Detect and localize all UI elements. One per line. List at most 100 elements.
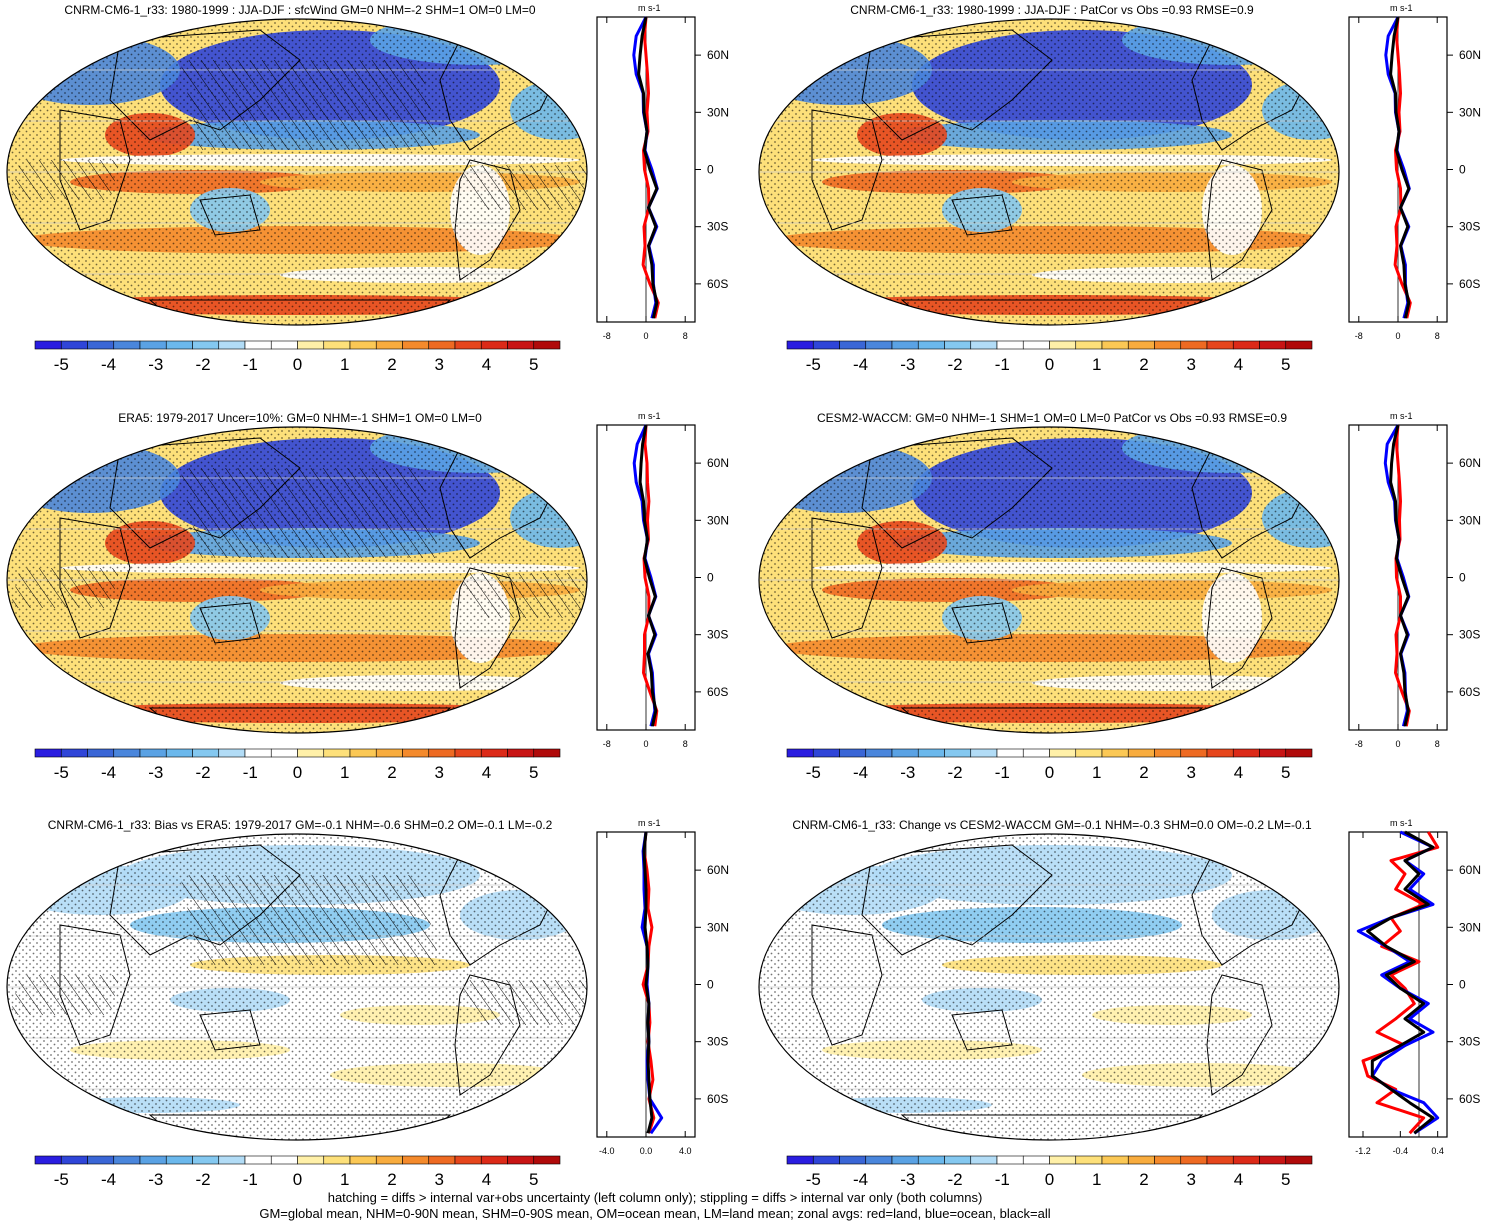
profile-line-land xyxy=(642,424,659,727)
colorbar-swatch xyxy=(917,340,945,350)
colorbar: -5 -4 -3 -2 -1 0 1 2 3 4 5 xyxy=(786,1155,1313,1189)
profile-y-tick-label: 30S xyxy=(707,1035,728,1049)
profile-x-tick-label: 8 xyxy=(1435,331,1440,341)
colorbar-swatch xyxy=(1022,340,1050,350)
stippling xyxy=(759,834,1339,1140)
profile-y-tick-label: 0 xyxy=(707,978,714,992)
colorbar-tick-label: 0 xyxy=(1045,355,1054,374)
colorbar-swatch xyxy=(1180,748,1208,758)
colorbar-swatch xyxy=(533,340,561,350)
colorbar-tick-label: -3 xyxy=(148,763,163,782)
profile-x-tick-label: -8 xyxy=(603,739,611,749)
colorbar-tick-label: 3 xyxy=(1187,355,1196,374)
colorbar-swatch xyxy=(1206,748,1234,758)
colorbar-swatch xyxy=(323,748,351,758)
colorbar-swatch xyxy=(34,1155,62,1165)
colorbar-swatch xyxy=(428,1155,456,1165)
colorbar-swatch xyxy=(1285,748,1313,758)
profile-y-tick-label: 60N xyxy=(1459,863,1481,877)
colorbar-swatch xyxy=(480,1155,508,1165)
colorbar-swatch xyxy=(1022,748,1050,758)
profile-x-tick-label: 0 xyxy=(643,739,648,749)
map-border xyxy=(758,833,1340,1141)
colorbar-swatch xyxy=(218,340,246,350)
profile-unit-label: m s-1 xyxy=(1390,3,1413,13)
colorbar-tick-label: -4 xyxy=(101,763,116,782)
profile-unit-label: m s-1 xyxy=(1390,411,1413,421)
colorbar-swatch xyxy=(507,340,535,350)
world-map xyxy=(7,427,587,733)
colorbar-tick-label: -5 xyxy=(806,763,821,782)
profile-unit-label: m s-1 xyxy=(638,3,661,13)
profile-y-tick-label: 30N xyxy=(1459,105,1481,119)
panel: -5 -4 -3 -2 -1 0 1 2 3 4 5 m s-1 -8 0 8 60N 30N 0 30S 60S xyxy=(758,3,1481,374)
colorbar-tick-label: 1 xyxy=(340,763,349,782)
colorbar-swatch xyxy=(428,748,456,758)
colorbar-tick-label: 0 xyxy=(1045,1170,1054,1189)
colorbar-swatch xyxy=(786,748,814,758)
colorbar: -5 -4 -3 -2 -1 0 1 2 3 4 5 xyxy=(34,1155,561,1189)
hatching xyxy=(460,165,587,210)
colorbar-swatch xyxy=(165,748,193,758)
stippling xyxy=(759,427,1339,733)
colorbar-tick-label: 2 xyxy=(387,1170,396,1189)
colorbar-swatch xyxy=(113,340,141,350)
profile-line-all xyxy=(1366,830,1435,1135)
panel-title: CESM2-WACCM: GM=0 NHM=-1 SHM=1 OM=0 LM=0… xyxy=(816,411,1288,425)
colorbar-tick-label: 4 xyxy=(1234,355,1243,374)
colorbar-tick-label: 3 xyxy=(435,355,444,374)
profile-y-tick-label: 60S xyxy=(707,685,728,699)
colorbar-swatch xyxy=(113,1155,141,1165)
hatching xyxy=(460,573,587,618)
footnote-definitions: GM=global mean, NHM=0-90N mean, SHM=0-90… xyxy=(259,1206,1051,1221)
world-map xyxy=(759,834,1339,1140)
profile-x-tick-label: 4.0 xyxy=(679,1146,692,1156)
zonal-profile: m s-1 -8 0 8 60N 30N 0 30S 60S xyxy=(1348,411,1481,749)
profile-y-tick-label: 30N xyxy=(707,105,729,119)
colorbar-tick-label: 4 xyxy=(1234,1170,1243,1189)
zonal-profile: m s-1 -4.0 0.0 4.0 60N 30N 0 30S 60S xyxy=(596,818,729,1156)
colorbar-swatch xyxy=(1049,748,1077,758)
colorbar-swatch xyxy=(270,1155,298,1165)
colorbar-tick-label: -2 xyxy=(195,355,210,374)
colorbar-swatch xyxy=(192,340,220,350)
colorbar-swatch xyxy=(454,748,482,758)
profile-line-all xyxy=(1389,424,1410,727)
colorbar-swatch xyxy=(244,1155,272,1165)
profile-x-tick-label: 0.4 xyxy=(1431,1146,1444,1156)
colorbar-swatch xyxy=(1180,340,1208,350)
colorbar-tick-label: -4 xyxy=(853,355,868,374)
colorbar-tick-label: -2 xyxy=(947,1170,962,1189)
colorbar-swatch xyxy=(1259,1155,1287,1165)
colorbar-tick-label: -4 xyxy=(853,1170,868,1189)
colorbar-swatch xyxy=(1101,748,1129,758)
zonal-profile: m s-1 -8 0 8 60N 30N 0 30S 60S xyxy=(596,3,729,341)
colorbar-tick-label: -3 xyxy=(148,355,163,374)
colorbar-swatch xyxy=(402,340,430,350)
colorbar-swatch xyxy=(165,1155,193,1165)
colorbar-tick-label: 4 xyxy=(482,763,491,782)
profile-line-all xyxy=(1389,16,1411,319)
colorbar-swatch xyxy=(533,748,561,758)
profile-y-tick-label: 0 xyxy=(1459,978,1466,992)
profile-x-tick-label: 8 xyxy=(683,739,688,749)
colorbar-swatch xyxy=(1101,340,1129,350)
colorbar: -5 -4 -3 -2 -1 0 1 2 3 4 5 xyxy=(34,340,561,374)
profile-unit-label: m s-1 xyxy=(638,411,661,421)
colorbar-swatch xyxy=(1232,1155,1260,1165)
colorbar-swatch xyxy=(60,748,88,758)
hatching xyxy=(180,468,440,558)
colorbar-swatch xyxy=(1127,1155,1155,1165)
colorbar-swatch xyxy=(917,1155,945,1165)
panel-title: CNRM-CM6-1_r33: Bias vs ERA5: 1979-2017 … xyxy=(47,818,553,832)
profile-line-all xyxy=(637,16,659,319)
colorbar-tick-label: 4 xyxy=(1234,763,1243,782)
colorbar-swatch xyxy=(970,748,998,758)
colorbar-tick-label: 1 xyxy=(1092,1170,1101,1189)
colorbar-swatch xyxy=(402,748,430,758)
colorbar-tick-label: -5 xyxy=(54,1170,69,1189)
profile-y-tick-label: 30S xyxy=(1459,628,1480,642)
colorbar-swatch xyxy=(192,1155,220,1165)
colorbar-swatch xyxy=(87,1155,115,1165)
colorbar-swatch xyxy=(244,748,272,758)
